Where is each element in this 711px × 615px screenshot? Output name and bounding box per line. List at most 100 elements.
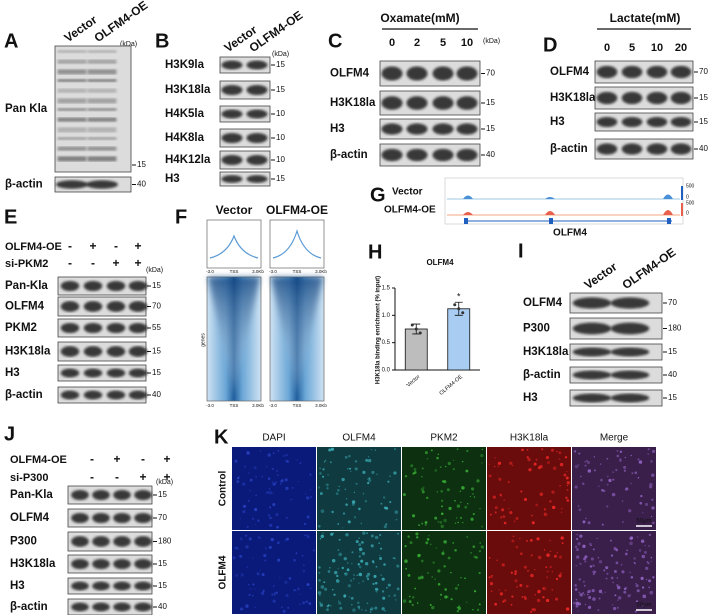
speckle — [565, 476, 569, 480]
speckle — [642, 594, 647, 599]
smear-band — [87, 79, 117, 82]
speckle — [420, 575, 424, 580]
band — [71, 558, 89, 570]
speckle — [329, 566, 331, 569]
condition-sign: - — [115, 470, 119, 484]
speckle — [365, 574, 369, 578]
lane-label: Vector — [62, 12, 100, 45]
speckle — [378, 542, 381, 545]
speckle — [456, 448, 459, 451]
speckle — [434, 578, 436, 581]
protein-label: PKM2 — [5, 322, 37, 334]
speckle — [503, 599, 507, 603]
speckle — [272, 585, 275, 588]
panel-label: D — [543, 34, 557, 56]
speckle — [627, 594, 631, 598]
speckle — [345, 503, 348, 506]
smear-band — [87, 137, 117, 140]
band — [60, 301, 80, 312]
speckle — [612, 478, 615, 481]
data-point — [457, 307, 461, 311]
condition-sign: - — [141, 452, 145, 466]
speckle — [248, 537, 252, 541]
speckle — [583, 593, 586, 596]
kda-unit: (kDa) — [272, 51, 289, 58]
band — [92, 602, 110, 612]
speckle — [531, 521, 535, 525]
speckle — [615, 561, 619, 565]
speckle — [354, 467, 358, 471]
band — [113, 602, 131, 612]
speckle — [651, 474, 653, 476]
speckle — [545, 598, 550, 603]
speckle — [344, 488, 346, 491]
speckle — [380, 502, 383, 505]
speckle — [309, 473, 312, 476]
speckle — [248, 593, 251, 596]
band — [670, 116, 692, 128]
smear-band — [57, 88, 87, 93]
speckle — [466, 449, 469, 453]
kda-marker: 15 — [152, 281, 161, 290]
treatment-label: Lactate(mM) — [610, 11, 681, 25]
blot-strip — [594, 86, 694, 110]
speckle — [421, 522, 424, 525]
band — [610, 297, 650, 309]
speckle — [549, 565, 552, 569]
band — [406, 66, 428, 81]
x-tick-label: OLFM4-OE — [439, 374, 465, 397]
speckle — [575, 604, 579, 608]
speckle — [301, 555, 304, 557]
blot-strip — [67, 485, 153, 505]
speckle — [424, 521, 428, 524]
kda-marker: 10 — [276, 133, 285, 142]
exon — [464, 218, 468, 224]
speckle — [409, 541, 413, 545]
speckle — [613, 569, 617, 573]
speckle — [415, 532, 419, 536]
band — [572, 347, 612, 357]
speckle — [275, 591, 279, 595]
protein-label: H3 — [10, 580, 25, 592]
row-label: Control — [218, 471, 229, 507]
speckle — [331, 559, 336, 563]
speckle — [389, 475, 391, 478]
speckle — [369, 608, 372, 611]
speckle — [371, 470, 375, 474]
micrograph — [487, 531, 571, 614]
speckle — [382, 596, 386, 600]
protein-label: H3K18la — [165, 84, 211, 96]
band — [246, 132, 268, 144]
speckle — [423, 486, 425, 488]
speckle — [359, 551, 361, 553]
speckle — [602, 489, 606, 493]
kda-marker: 180 — [668, 324, 682, 333]
band — [646, 65, 668, 79]
smear-band — [57, 108, 87, 111]
speckle — [647, 448, 650, 451]
protein-label: Pan Kla — [5, 103, 48, 115]
speckle — [424, 451, 428, 455]
protein-label: H3K18la — [330, 97, 376, 109]
speckle — [587, 589, 591, 594]
speckle — [440, 512, 444, 516]
speckle — [370, 544, 374, 548]
smear-band — [87, 98, 117, 104]
band — [71, 581, 89, 591]
speckle — [542, 587, 544, 590]
panel-label: B — [155, 30, 169, 52]
speckle — [492, 495, 496, 499]
condition-label: si-P300 — [10, 472, 49, 484]
smear-band — [57, 79, 87, 82]
speckle — [319, 594, 321, 597]
speckle — [641, 586, 645, 589]
speckle — [362, 493, 365, 495]
kda-marker: 10 — [276, 155, 285, 164]
speckle — [429, 543, 432, 546]
speckle — [352, 608, 356, 612]
speckle — [374, 581, 378, 585]
speckle — [443, 518, 447, 523]
speckle — [323, 581, 326, 584]
speckle — [480, 453, 484, 458]
speckle — [306, 583, 310, 587]
